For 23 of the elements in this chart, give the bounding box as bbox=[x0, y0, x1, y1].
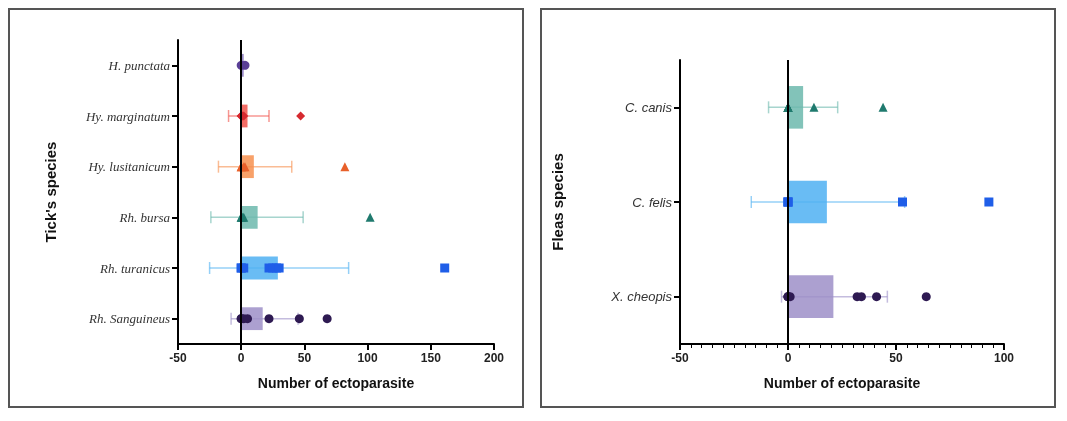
y-tick-label: H. punctata bbox=[107, 57, 171, 73]
y-axis-title: Fleas species bbox=[549, 153, 566, 251]
x-tick-label: 100 bbox=[357, 351, 378, 365]
x-tick-label: -50 bbox=[671, 351, 689, 365]
y-tick-label: Hy. marginatum bbox=[84, 108, 170, 124]
y-tick-label: C. felis bbox=[632, 194, 673, 210]
x-tick-label: 0 bbox=[237, 351, 245, 365]
x-tick-label: 0 bbox=[784, 351, 792, 365]
x-axis-title: Number of ectoparasite bbox=[257, 375, 415, 391]
y-tick-label: Hy. lusitanicum bbox=[87, 159, 170, 175]
y-tick-label: Rh. Sanguineus bbox=[88, 311, 170, 327]
x-tick-label: 50 bbox=[889, 351, 903, 365]
x-tick-label: -50 bbox=[169, 351, 187, 365]
y-tick-label: Rh. turanicus bbox=[98, 260, 170, 276]
y-tick-label: X. cheopis bbox=[610, 289, 673, 305]
x-axis-title: Number of ectoparasite bbox=[763, 375, 921, 391]
x-tick-label: 150 bbox=[420, 351, 442, 365]
x-tick-label: 50 bbox=[297, 351, 312, 365]
x-tick-label: 200 bbox=[483, 351, 505, 365]
y-tick-label: Rh. bursa bbox=[118, 209, 171, 225]
y-tick-label: C. canis bbox=[625, 99, 673, 115]
x-tick-label: 100 bbox=[993, 351, 1015, 365]
y-axis-title: Tick's species bbox=[42, 141, 59, 243]
